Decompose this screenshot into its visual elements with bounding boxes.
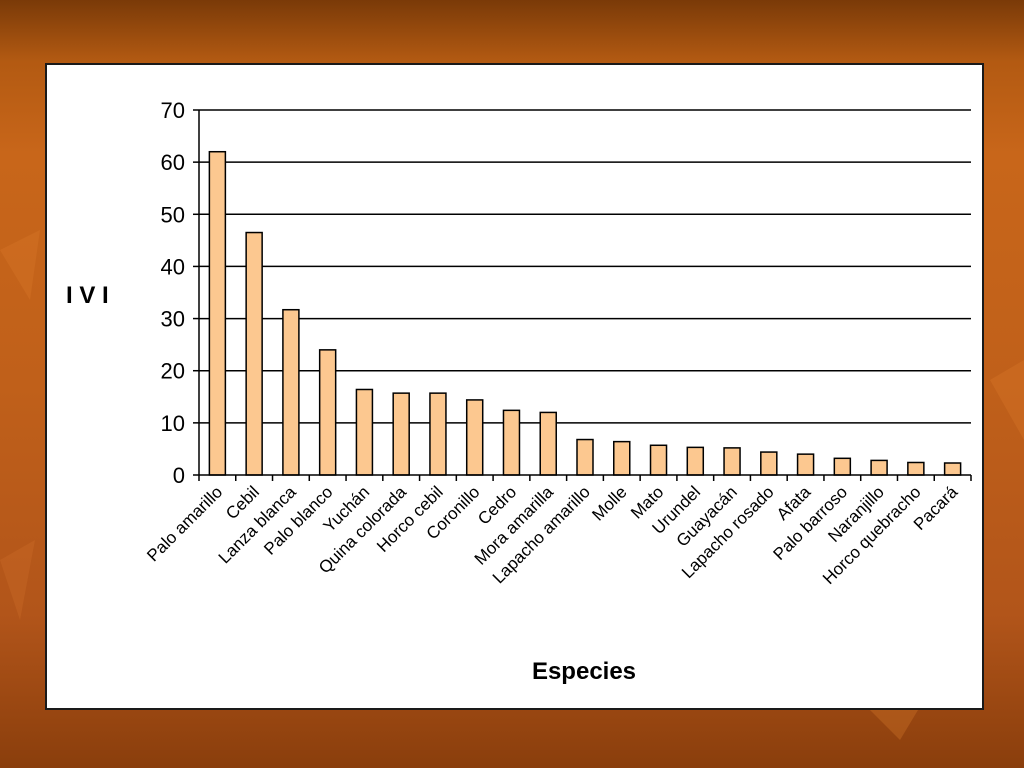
bar [318, 349, 337, 476]
bars [208, 150, 962, 476]
y-axis-label: I V I [66, 282, 109, 309]
bar [870, 459, 888, 476]
x-tick-label: Molle [588, 482, 630, 524]
y-tick-label: 0 [173, 463, 185, 488]
bar [796, 453, 815, 476]
bar [282, 308, 300, 476]
bar [943, 462, 962, 476]
bar [245, 231, 263, 476]
bar [208, 150, 227, 476]
bar [833, 457, 852, 476]
bar-chart: 0 10 20 30 40 50 60 70 Palo amarilloCebilLanza … [66, 98, 972, 685]
chart-panel: 0 10 20 30 40 50 60 70 Palo amarillo Cebil Lanza … [45, 63, 984, 710]
bar [576, 438, 594, 476]
y-tick-label: 70 [161, 98, 185, 123]
y-tick-label: 60 [161, 150, 185, 175]
bar [392, 392, 410, 476]
bar [539, 411, 557, 476]
bar [723, 447, 741, 476]
x-axis-label: Especies [532, 658, 636, 685]
bar [907, 461, 925, 476]
y-tick-label: 10 [161, 411, 185, 436]
bar [502, 409, 521, 476]
y-tick-label: 40 [161, 254, 185, 279]
grid-lines [193, 109, 971, 476]
y-tick-labels: 0 10 20 30 40 50 60 70 [161, 98, 185, 488]
bar [355, 388, 374, 476]
bar [465, 399, 484, 476]
x-tick-label: Palo amarillo [143, 482, 226, 565]
bar [429, 392, 447, 476]
axes [198, 110, 972, 481]
y-tick-label: 30 [161, 307, 185, 332]
bar [613, 440, 631, 476]
bar [760, 451, 778, 476]
bar [686, 446, 705, 476]
y-tick-label: 50 [161, 202, 185, 227]
bar [649, 444, 668, 476]
y-tick-label: 20 [161, 359, 185, 384]
